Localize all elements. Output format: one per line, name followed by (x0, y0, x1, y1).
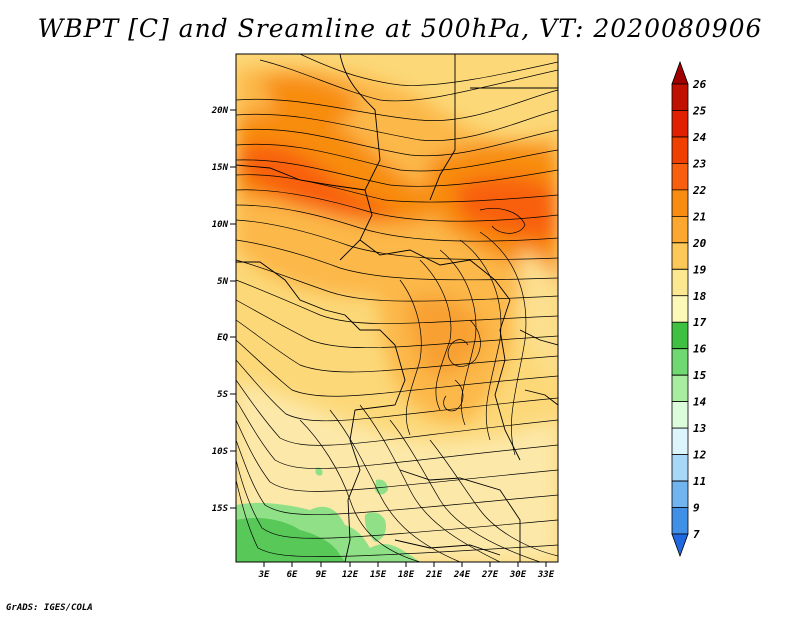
colorbar-segment (671, 268, 689, 297)
lon-label: 30E (509, 570, 527, 580)
colorbar-label: 19 (693, 263, 707, 276)
lat-label: 20N (211, 106, 229, 116)
colorbar-segments (671, 60, 689, 558)
lat-label: 5S (217, 390, 228, 400)
colorbar-label: 26 (692, 78, 707, 91)
wbpt-shading (236, 54, 558, 562)
country-boundaries (236, 54, 558, 562)
colorbar-segment (671, 427, 689, 455)
colorbar-label: 14 (693, 396, 707, 409)
colorbar-segment (671, 348, 689, 376)
colorbar-label: 25 (692, 104, 707, 117)
colorbar-segment (671, 163, 689, 191)
latitude-axis: 20N 15N 10N 5N EQ 5S 10S 15S (211, 106, 236, 514)
colorbar-segment (671, 295, 689, 323)
lat-label: 15S (212, 504, 229, 514)
colorbar-label: 15 (693, 369, 707, 382)
colorbar-label: 21 (692, 210, 706, 223)
longitude-axis: 3E 6E 9E 12E 15E 18E 21E 24E 27E 30E 33E (258, 562, 555, 580)
colorbar-segment (671, 374, 689, 403)
lon-label: 15E (370, 570, 387, 580)
lat-label: EQ (217, 333, 228, 343)
colorbar-label: 9 (693, 502, 700, 515)
colorbar-segment (671, 60, 689, 85)
colorbar-label: 20 (692, 237, 707, 250)
colorbar-segment (671, 507, 689, 535)
colorbar-label: 24 (692, 131, 707, 144)
colorbar-label: 12 (693, 449, 707, 462)
lon-label: 33E (537, 570, 555, 580)
lon-label: 9E (316, 570, 327, 580)
colorbar-segment (671, 454, 689, 482)
colorbar-label: 7 (693, 528, 700, 541)
lat-label: 10N (212, 220, 229, 230)
colorbar-segment (671, 533, 689, 558)
colorbar-label: 16 (693, 343, 707, 356)
colorbar-label: 13 (693, 422, 707, 435)
colorbar-segment (671, 480, 689, 508)
lon-label: 27E (481, 570, 499, 580)
colorbar-segment (671, 83, 689, 111)
colorbar-segment (671, 136, 689, 164)
colorbar-labels: 26 25 24 23 22 21 20 19 18 17 16 15 14 13 12 11 9 7 (692, 78, 707, 541)
colorbar-label: 17 (693, 316, 707, 329)
lon-label: 6E (287, 570, 298, 580)
lat-label: 15N (212, 163, 229, 173)
lon-label: 24E (453, 570, 471, 580)
colorbar-segment (671, 189, 689, 217)
plot-title: WBPT [C] and Sreamline at 500hPa, VT: 20… (37, 14, 763, 43)
streamlines (236, 54, 558, 562)
colorbar-label: 22 (692, 184, 707, 197)
lon-label: 12E (342, 570, 359, 580)
colorbar-segment (671, 401, 689, 429)
lat-label: 5N (217, 277, 228, 287)
grads-credit: GrADS: IGES/COLA (6, 603, 93, 613)
colorbar: 26 25 24 23 22 21 20 19 18 17 16 15 14 13 12 11 9 7 (671, 60, 707, 558)
colorbar-label: 11 (693, 475, 706, 488)
lon-label: 18E (398, 570, 415, 580)
colorbar-segment (671, 242, 689, 270)
map-frame (235, 53, 559, 563)
colorbar-label: 23 (692, 157, 707, 170)
colorbar-label: 18 (693, 290, 707, 303)
lon-label: 3E (258, 570, 270, 580)
lat-label: 10S (212, 447, 229, 457)
colorbar-segment (671, 321, 689, 350)
lon-label: 21E (425, 570, 443, 580)
colorbar-segment (671, 110, 689, 138)
colorbar-segment (671, 215, 689, 244)
